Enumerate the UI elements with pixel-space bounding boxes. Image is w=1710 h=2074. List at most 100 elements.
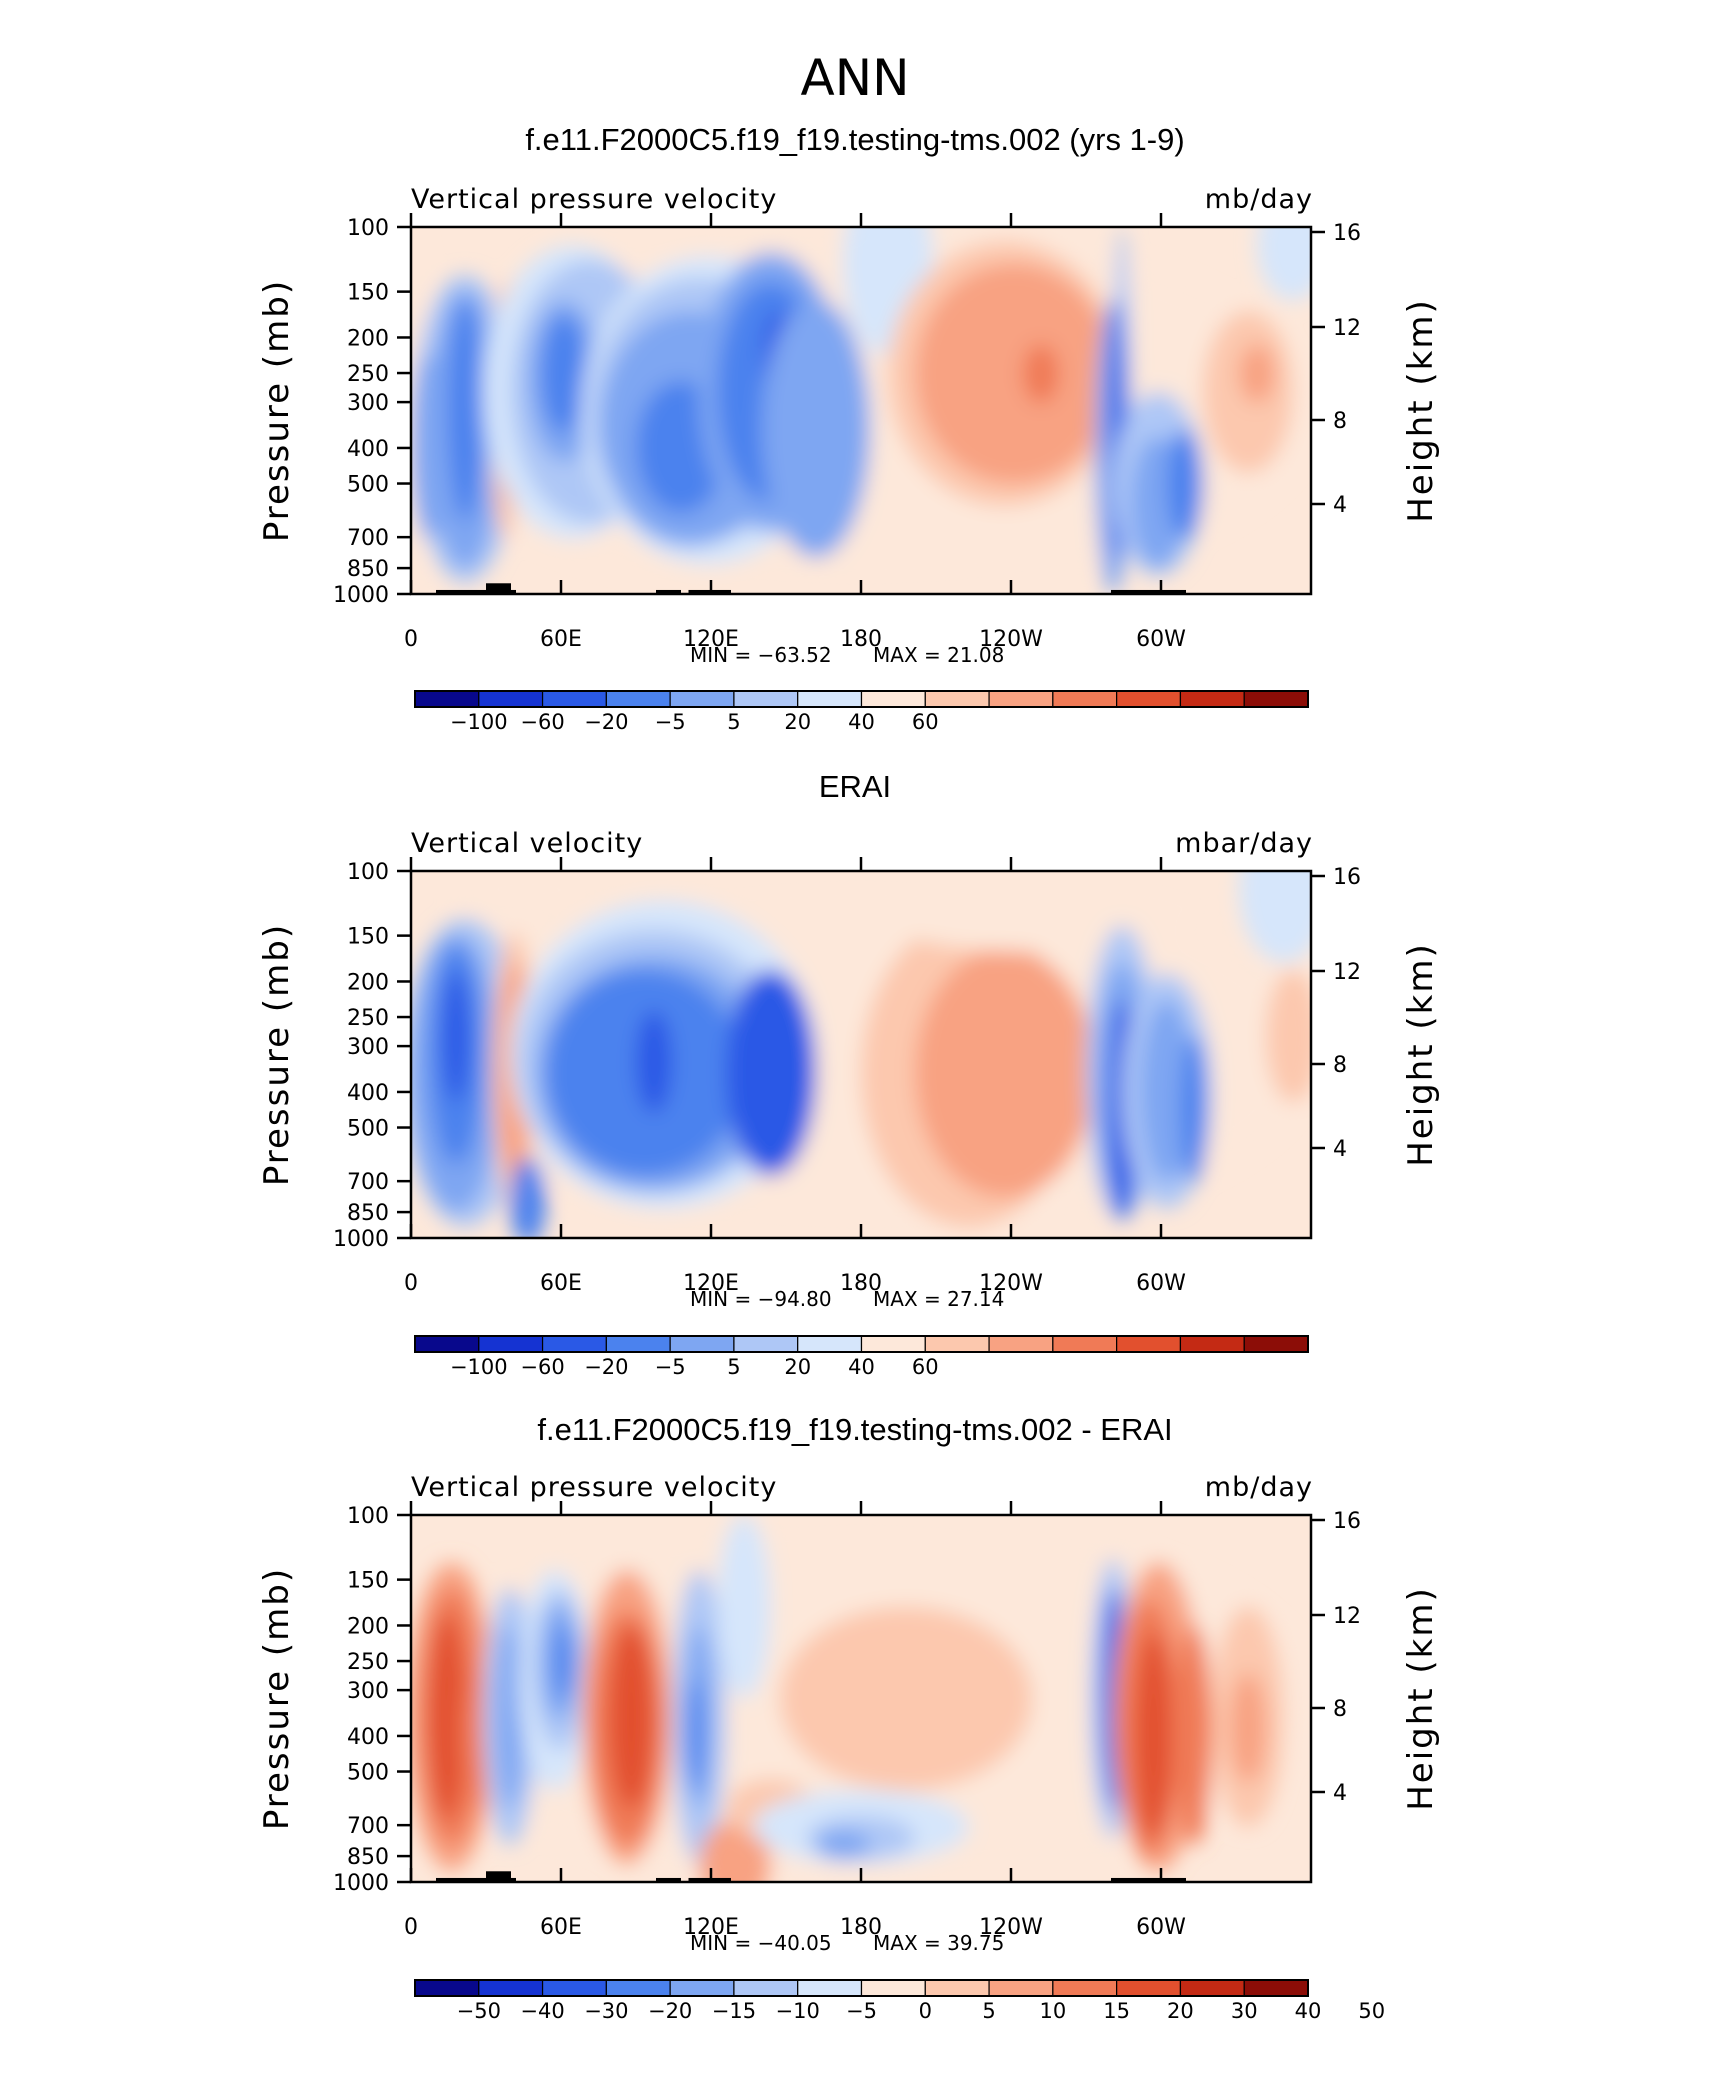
y-tick-label: 850	[347, 557, 389, 582]
colorbar-bin	[924, 690, 990, 708]
y-tick-label: 200	[347, 326, 389, 351]
x-tick-label: 180	[840, 1271, 882, 1296]
colorbar-bin	[924, 1335, 990, 1353]
colorbar-bin	[1116, 1979, 1182, 1997]
colorbar-bin	[733, 1335, 799, 1353]
x-tick-label: 60E	[540, 627, 582, 652]
y-tick-label: 1000	[333, 1227, 389, 1252]
topography-mask	[1111, 589, 1186, 594]
y-tick-label: 300	[347, 1679, 389, 1704]
contour-region	[1180, 1036, 1208, 1183]
contour-region	[861, 871, 1221, 952]
colorbar-label: −20	[648, 1999, 692, 2023]
contour-region	[762, 300, 870, 558]
panel-title: ERAI	[819, 769, 891, 804]
y-tick-label: 100	[347, 1504, 389, 1529]
units-label: mb/day	[1205, 1472, 1313, 1503]
colorbar: −100 −60 −20 −5 5 20 40 60	[414, 1335, 1309, 1379]
panel-obs: ERAI Vertical velocity mbar/day 0 60E 120E 180…	[257, 769, 1441, 1379]
colorbar-bin	[924, 1979, 990, 1997]
contour-field	[411, 227, 1311, 594]
y-tick-label: 500	[347, 1117, 389, 1142]
y-axis-title: Pressure (mb)	[257, 923, 297, 1186]
contour-region	[460, 1661, 488, 1809]
y-tick-label: 700	[347, 1170, 389, 1195]
colorbar-label: 40	[848, 1355, 875, 1379]
colorbar-bin	[988, 1979, 1054, 1997]
y2-tick-label: 16	[1333, 865, 1361, 890]
min-label: MIN = −94.80	[690, 1287, 832, 1311]
colorbar-label: −100	[450, 710, 508, 734]
y-tick-label: 700	[347, 1814, 389, 1839]
x-tick-label: 120E	[683, 1271, 739, 1296]
panel-title: f.e11.F2000C5.f19_f19.testing-tms.002 - …	[537, 1412, 1172, 1447]
y-tick-label: 500	[347, 473, 389, 498]
y-tick-label: 850	[347, 1201, 389, 1226]
contour-field	[411, 1515, 1311, 1882]
contour-region	[915, 948, 1095, 1198]
x-tick-label: 120E	[683, 627, 739, 652]
colorbar-label: −10	[776, 1999, 820, 2023]
colorbar-label: 5	[982, 1999, 995, 2023]
y2-tick-label: 8	[1333, 1053, 1347, 1078]
colorbar-bin	[988, 1335, 1054, 1353]
contour-region	[429, 1614, 465, 1820]
colorbar-label: −20	[584, 1355, 628, 1379]
colorbar-bin	[1052, 690, 1118, 708]
y-tick-label: 400	[347, 437, 389, 462]
contour-region	[1135, 1632, 1172, 1838]
x-tick-label: 180	[840, 627, 882, 652]
colorbar-label: 20	[784, 710, 811, 734]
contour-region	[555, 1625, 573, 1699]
colorbar-bin	[1243, 1335, 1309, 1353]
x-tick-label: 60E	[540, 1915, 582, 1940]
colorbar-bin	[669, 690, 735, 708]
colorbar-bin	[1179, 1335, 1245, 1353]
y2-axis-title: Height (km)	[1401, 942, 1441, 1167]
x-tick-label: 60E	[540, 1271, 582, 1296]
colorbar-bin	[860, 1335, 926, 1353]
topography-mask	[656, 1877, 681, 1882]
contour-region	[1023, 344, 1059, 404]
x-tick-label: 120W	[979, 1915, 1043, 1940]
min-label: MIN = −40.05	[690, 1931, 832, 1955]
y-tick-label: 1000	[333, 583, 389, 608]
contour-region	[411, 355, 447, 539]
colorbar-bin	[733, 1979, 799, 1997]
max-label: MAX = 21.08	[873, 643, 1004, 667]
y2-axis-title: Height (km)	[1401, 298, 1441, 523]
topography-mask	[436, 589, 516, 594]
colorbar-label: −60	[520, 710, 564, 734]
colorbar-bin	[860, 1979, 926, 1997]
colorbar-label: 50	[1358, 1999, 1385, 2023]
panel-diff: f.e11.F2000C5.f19_f19.testing-tms.002 - …	[257, 1412, 1441, 2023]
colorbar-frame	[414, 1979, 1309, 1997]
contour-region	[816, 1830, 870, 1860]
colorbar-label: 40	[848, 710, 875, 734]
colorbar-bin	[1243, 1979, 1309, 1997]
topography-mask	[486, 1871, 511, 1882]
colorbar-label: 30	[1231, 1999, 1258, 2023]
colorbar-bin	[414, 1979, 480, 1997]
contour-region	[1257, 227, 1311, 301]
y2-tick-label: 8	[1333, 409, 1347, 434]
variable-label: Vertical pressure velocity	[411, 184, 777, 215]
colorbar-label: 60	[912, 1355, 939, 1379]
contour-region	[541, 315, 587, 433]
colorbar-label: −15	[712, 1999, 756, 2023]
contour-region	[442, 970, 470, 1103]
contour-region	[1239, 871, 1311, 963]
x-tick-label: 60W	[1136, 1271, 1186, 1296]
y2-tick-label: 8	[1333, 1697, 1347, 1722]
x-tick-label: 0	[404, 627, 418, 652]
y-tick-label: 250	[347, 362, 389, 387]
max-label: MAX = 39.75	[873, 1931, 1004, 1955]
variable-label: Vertical pressure velocity	[411, 1472, 777, 1503]
colorbar-bin	[797, 690, 863, 708]
colorbar-label: 15	[1103, 1999, 1130, 2023]
contour-region	[1230, 1672, 1266, 1783]
colorbar-frame	[414, 1335, 1309, 1353]
y-tick-label: 150	[347, 925, 389, 950]
colorbar-bin	[988, 690, 1054, 708]
